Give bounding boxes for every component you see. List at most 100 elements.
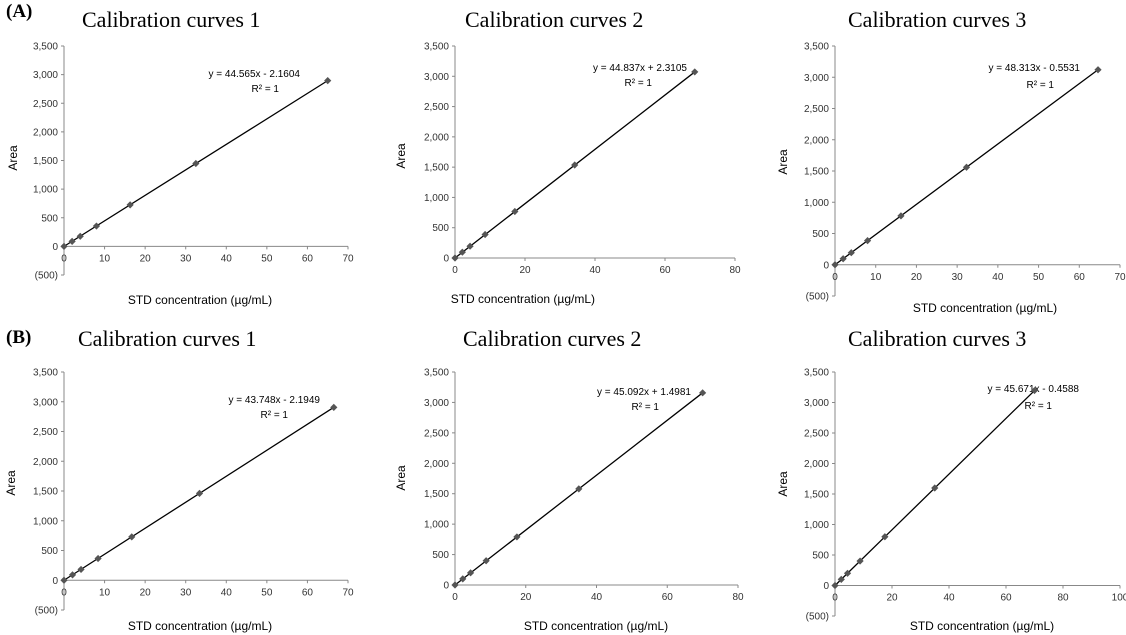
x-tick-label: 30 bbox=[952, 272, 964, 283]
x-tick-label: 10 bbox=[99, 253, 111, 264]
y-tick-label: 2,000 bbox=[804, 459, 829, 470]
data-point bbox=[962, 163, 971, 171]
y-tick-label: 2,500 bbox=[33, 99, 58, 110]
x-tick-label: 40 bbox=[221, 253, 233, 264]
data-point bbox=[897, 212, 905, 220]
y-tick-label: 1,000 bbox=[424, 520, 449, 531]
data-point bbox=[451, 581, 459, 589]
x-tick-label: 70 bbox=[342, 587, 354, 598]
y-tick-label: 0 bbox=[823, 260, 829, 271]
y-tick-label: 2,500 bbox=[804, 429, 829, 440]
r-squared-label: R² = 1 bbox=[1024, 401, 1052, 412]
data-point bbox=[324, 77, 332, 85]
x-tick-label: 30 bbox=[180, 253, 192, 264]
x-axis-label: STD concentration (µg/mL) bbox=[451, 292, 595, 306]
y-tick-label: 500 bbox=[41, 213, 58, 224]
x-tick-label: 20 bbox=[140, 587, 152, 598]
data-point bbox=[856, 557, 864, 565]
equation-label: y = 44.837x + 2.3105 bbox=[593, 63, 687, 74]
x-tick-label: 60 bbox=[1000, 593, 1012, 604]
y-tick-label: 500 bbox=[432, 550, 449, 561]
y-tick-label: 3,000 bbox=[424, 72, 449, 83]
x-tick-label: 80 bbox=[732, 592, 744, 603]
x-tick-label: 0 bbox=[61, 253, 67, 264]
data-point bbox=[482, 557, 490, 565]
data-point bbox=[691, 68, 699, 76]
x-axis-label: STD concentration (µg/mL) bbox=[128, 293, 272, 307]
x-tick-label: 20 bbox=[519, 265, 531, 276]
chart-b3: Calibration curves 3 Area STD concentrat… bbox=[776, 326, 1126, 633]
data-point bbox=[466, 242, 474, 250]
y-tick-label: 1,500 bbox=[33, 156, 58, 167]
y-tick-label: 1,000 bbox=[424, 193, 449, 204]
x-tick-label: 60 bbox=[659, 265, 671, 276]
x-tick-label: 20 bbox=[140, 253, 152, 264]
y-tick-label: 1,500 bbox=[804, 167, 829, 178]
y-tick-label: 3,000 bbox=[424, 398, 449, 409]
x-tick-label: 30 bbox=[180, 587, 192, 598]
data-point bbox=[68, 237, 76, 245]
data-point bbox=[92, 222, 101, 230]
x-tick-label: 20 bbox=[520, 592, 532, 603]
y-tick-label: 2,000 bbox=[424, 132, 449, 143]
y-tick-label: 500 bbox=[41, 546, 58, 557]
panel-label-b: (B) bbox=[6, 327, 31, 348]
data-point bbox=[575, 485, 583, 493]
y-tick-label: 3,500 bbox=[424, 368, 449, 379]
panel-label-a: (A) bbox=[6, 1, 32, 22]
data-point bbox=[60, 242, 68, 250]
data-point bbox=[837, 575, 845, 583]
y-tick-label: 0 bbox=[443, 581, 449, 592]
x-tick-label: 20 bbox=[911, 272, 923, 283]
y-tick-label: 1,000 bbox=[804, 520, 829, 531]
y-tick-label: 0 bbox=[52, 242, 58, 253]
chart-title: Calibration curves 3 bbox=[848, 7, 1026, 32]
y-tick-label: 1,000 bbox=[33, 516, 58, 527]
data-point bbox=[458, 248, 466, 256]
y-tick-label: 1,500 bbox=[33, 487, 58, 498]
equation-label: y = 48.313x - 0.5531 bbox=[989, 63, 1081, 74]
x-tick-label: 50 bbox=[1033, 272, 1045, 283]
x-tick-label: 0 bbox=[832, 272, 838, 283]
y-axis-label: Area bbox=[776, 471, 790, 497]
data-point bbox=[60, 576, 68, 584]
data-point bbox=[843, 569, 852, 577]
data-point bbox=[192, 159, 200, 168]
data-point bbox=[1094, 66, 1102, 74]
r-squared-label: R² = 1 bbox=[260, 410, 288, 421]
x-tick-label: 100 bbox=[1112, 593, 1126, 604]
r-squared-label: R² = 1 bbox=[1026, 80, 1054, 91]
y-tick-label: 500 bbox=[812, 229, 829, 240]
equation-label: y = 43.748x - 2.1949 bbox=[229, 395, 321, 406]
data-point bbox=[699, 389, 707, 397]
x-axis-label: STD concentration (µg/mL) bbox=[524, 619, 668, 633]
x-tick-label: 40 bbox=[591, 592, 603, 603]
chart-title: Calibration curves 2 bbox=[465, 7, 643, 32]
y-tick-label: 1,500 bbox=[424, 489, 449, 500]
y-tick-label: (500) bbox=[35, 606, 58, 617]
y-tick-label: 3,000 bbox=[33, 70, 58, 81]
chart-title: Calibration curves 2 bbox=[463, 326, 641, 351]
y-tick-label: 0 bbox=[52, 576, 58, 587]
data-point bbox=[931, 484, 939, 492]
x-axis-label: STD concentration (µg/mL) bbox=[128, 619, 272, 633]
y-axis-label: Area bbox=[6, 145, 20, 171]
y-tick-label: 1,000 bbox=[33, 185, 58, 196]
y-tick-label: 2,000 bbox=[33, 457, 58, 468]
equation-label: y = 45.092x + 1.4981 bbox=[597, 387, 691, 398]
x-axis-label: STD concentration (µg/mL) bbox=[910, 619, 1054, 633]
y-tick-label: 3,500 bbox=[804, 42, 829, 53]
data-point bbox=[195, 489, 204, 497]
y-tick-label: 500 bbox=[812, 551, 829, 562]
x-tick-label: 40 bbox=[589, 265, 601, 276]
y-tick-label: 0 bbox=[823, 581, 829, 592]
x-tick-label: 0 bbox=[452, 592, 458, 603]
x-axis-label: STD concentration (µg/mL) bbox=[913, 301, 1057, 315]
y-axis-label: Area bbox=[394, 465, 408, 491]
x-tick-label: 0 bbox=[452, 265, 458, 276]
y-tick-label: 2,500 bbox=[33, 427, 58, 438]
data-point bbox=[481, 230, 489, 239]
data-point bbox=[330, 403, 338, 411]
y-tick-label: (500) bbox=[806, 612, 829, 623]
